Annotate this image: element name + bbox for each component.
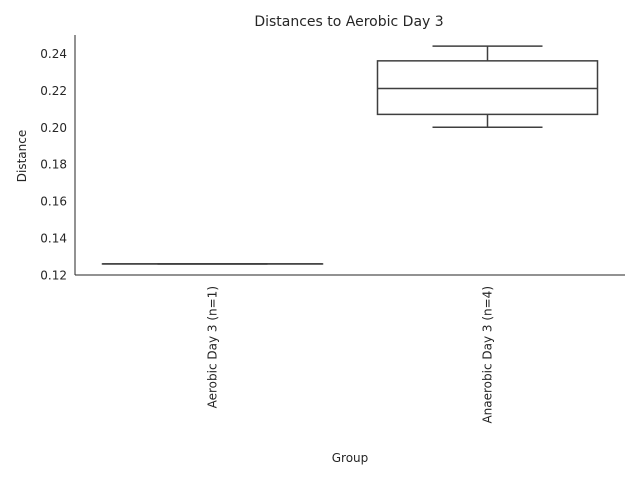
y-tick-label: 0.24 <box>40 47 67 61</box>
y-tick-label: 0.16 <box>40 195 67 209</box>
y-axis-label: Distance <box>15 130 29 182</box>
y-tick-label: 0.12 <box>40 269 67 283</box>
y-tick-label: 0.20 <box>40 121 67 135</box>
y-tick-label: 0.18 <box>40 158 67 172</box>
x-tick-label: Anaerobic Day 3 (n=4) <box>481 286 495 424</box>
y-tick-label: 0.14 <box>40 232 67 246</box>
x-tick-label: Aerobic Day 3 (n=1) <box>206 286 220 408</box>
y-tick-label: 0.22 <box>40 84 67 98</box>
axes: 0.12 0.14 0.16 0.18 0.20 0.22 0.24 Aerobic Day … <box>40 35 625 424</box>
box <box>376 60 599 116</box>
chart-title: Distances to Aerobic Day 3 <box>254 14 443 30</box>
x-axis-label: Group <box>332 451 369 465</box>
box-series <box>101 45 599 265</box>
box-group <box>376 45 599 129</box>
